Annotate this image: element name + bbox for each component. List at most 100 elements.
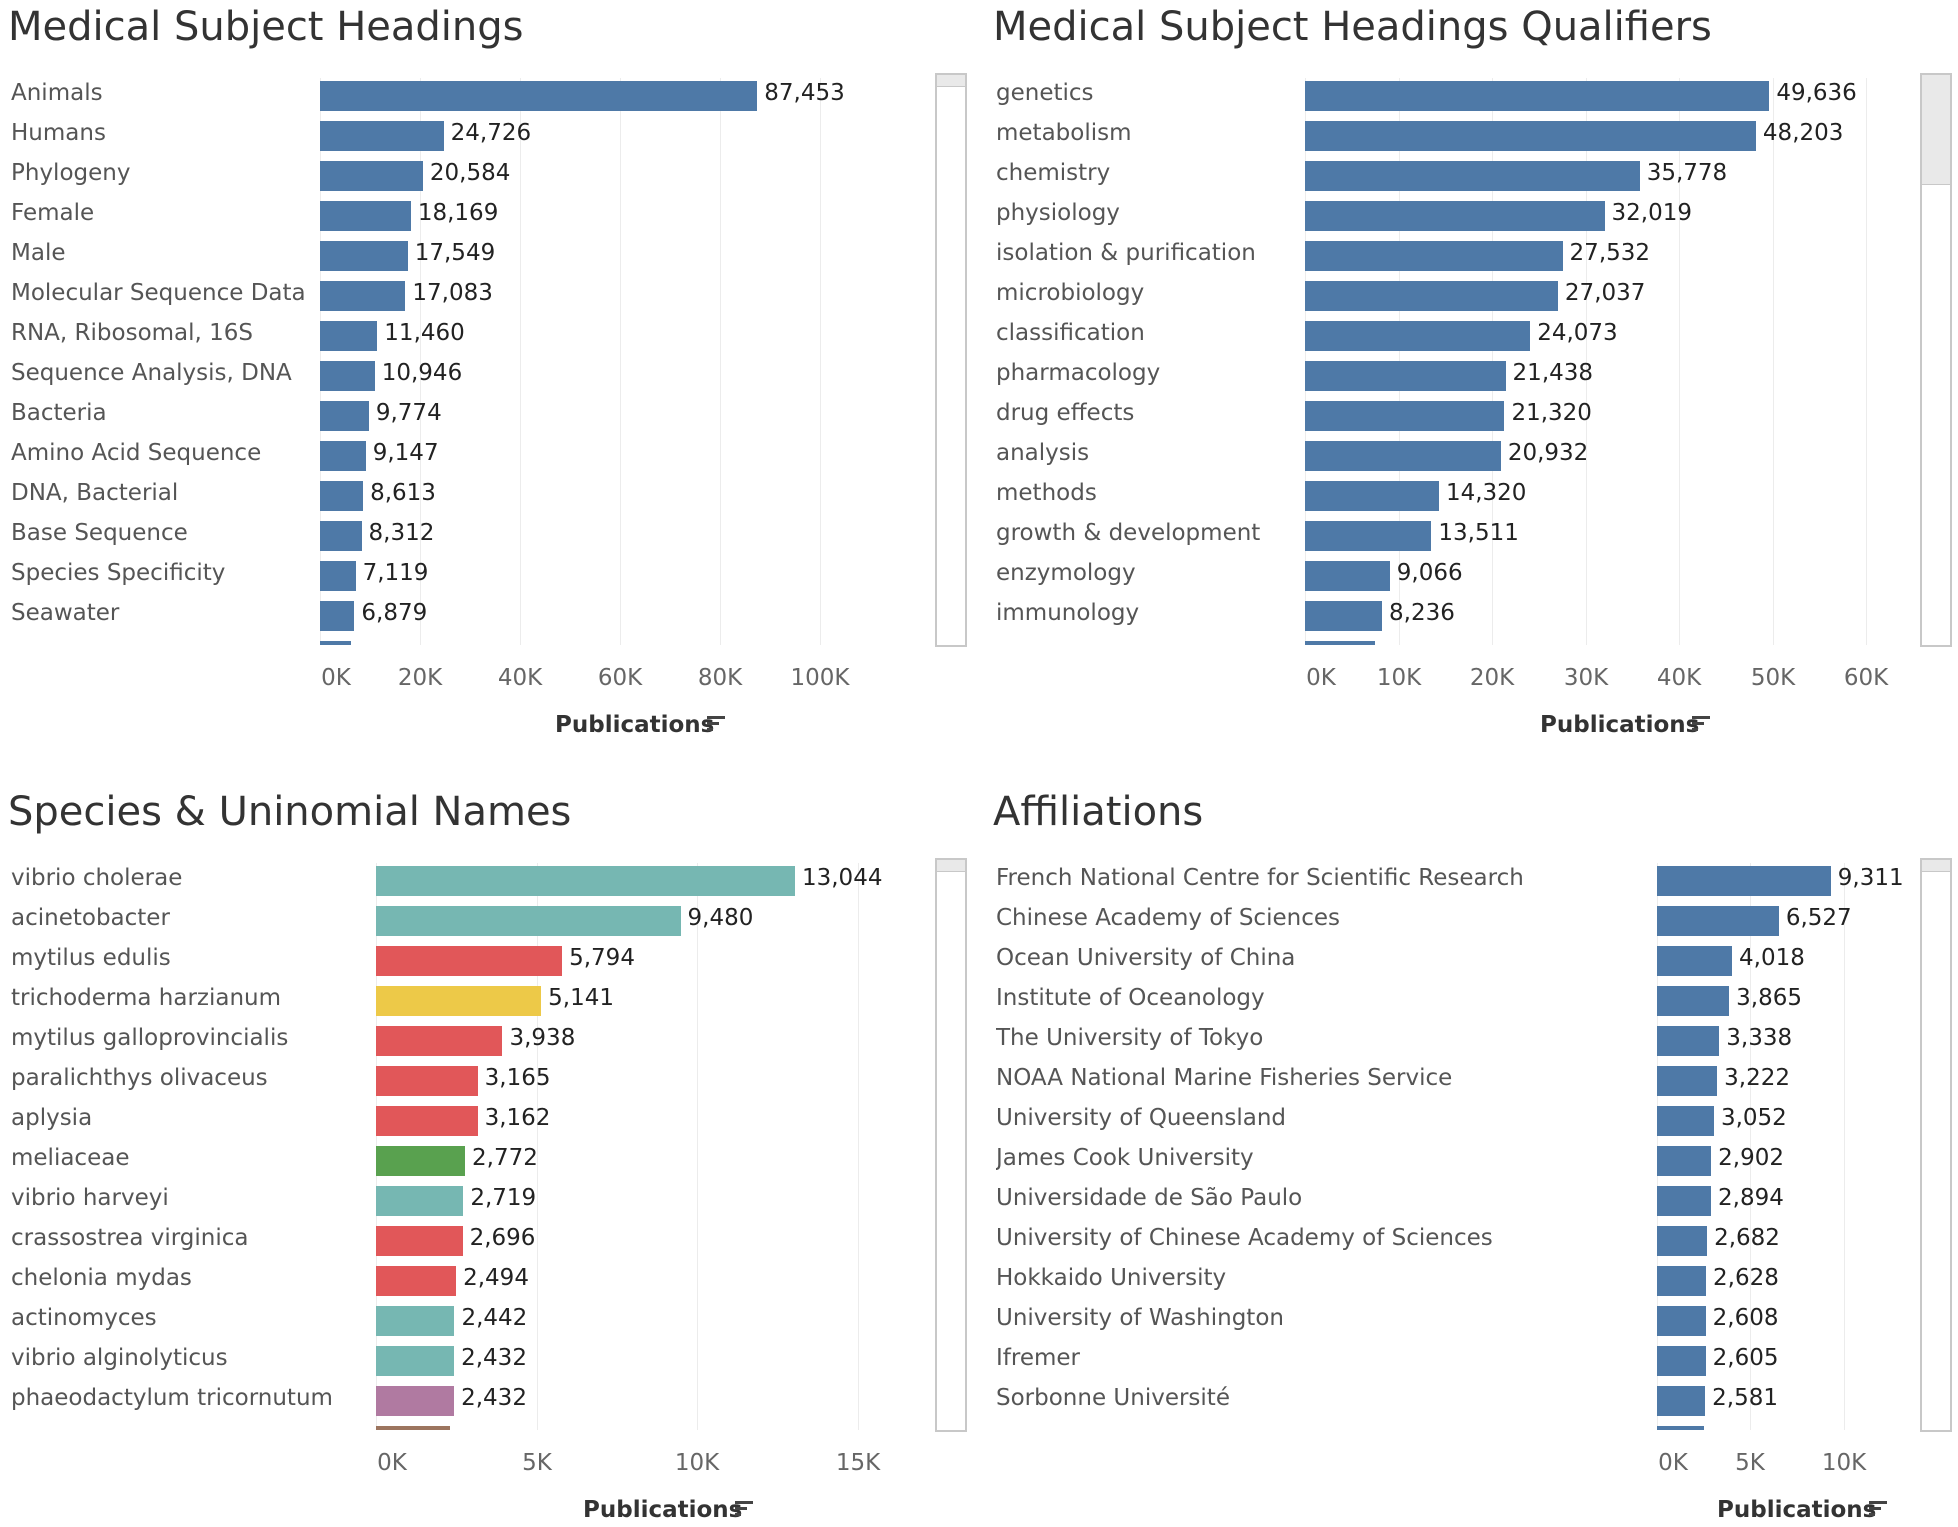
- bar[interactable]: [376, 1346, 455, 1376]
- chart-title: Medical Subject Headings: [8, 4, 524, 50]
- bar[interactable]: [1657, 946, 1732, 976]
- bar[interactable]: [320, 401, 369, 431]
- category-label: Phylogeny: [11, 160, 131, 186]
- bar[interactable]: [320, 81, 758, 111]
- bar[interactable]: [376, 1226, 463, 1256]
- bar-partial[interactable]: [1305, 641, 1376, 645]
- category-label: actinomyces: [11, 1305, 157, 1331]
- bar[interactable]: [1657, 1106, 1714, 1136]
- bar[interactable]: [320, 281, 406, 311]
- data-label: 4,018: [1739, 945, 1805, 971]
- sort-descending-icon[interactable]: [707, 716, 725, 734]
- category-label: aplysia: [11, 1105, 93, 1131]
- bar[interactable]: [376, 866, 795, 896]
- bar[interactable]: [320, 161, 423, 191]
- bar[interactable]: [1305, 561, 1390, 591]
- bar[interactable]: [1657, 1266, 1707, 1296]
- x-tick-label: 5K: [522, 1450, 552, 1476]
- category-label: classification: [996, 320, 1145, 346]
- bar[interactable]: [1305, 321, 1531, 351]
- sort-descending-icon[interactable]: [1692, 716, 1710, 734]
- bar[interactable]: [1305, 161, 1640, 191]
- bar[interactable]: [1657, 1346, 1706, 1376]
- bar[interactable]: [376, 1386, 455, 1416]
- data-label: 3,222: [1724, 1065, 1790, 1091]
- bar[interactable]: [320, 521, 362, 551]
- bar[interactable]: [320, 241, 408, 271]
- vertical-scrollbar[interactable]: [1920, 73, 1952, 647]
- bar[interactable]: [1305, 361, 1506, 391]
- bar[interactable]: [1657, 866, 1831, 896]
- bar-partial[interactable]: [1657, 1426, 1704, 1430]
- bar[interactable]: [1305, 281, 1558, 311]
- bar[interactable]: [1657, 1186, 1712, 1216]
- bar[interactable]: [376, 1306, 455, 1336]
- bar[interactable]: [320, 601, 355, 631]
- bar[interactable]: [1657, 1146, 1712, 1176]
- x-tick-label: 0K: [1306, 665, 1336, 691]
- chart-title: Medical Subject Headings Qualifiers: [993, 4, 1712, 50]
- data-label: 2,432: [461, 1345, 527, 1371]
- bar[interactable]: [1305, 521, 1432, 551]
- bar[interactable]: [1657, 906, 1779, 936]
- gridline: [1750, 863, 1751, 1430]
- sort-descending-icon[interactable]: [1869, 1501, 1887, 1519]
- bar[interactable]: [376, 986, 542, 1016]
- bar-partial[interactable]: [320, 641, 351, 645]
- bar[interactable]: [1305, 441, 1501, 471]
- bar[interactable]: [376, 1146, 466, 1176]
- bar[interactable]: [320, 441, 366, 471]
- bar[interactable]: [320, 561, 356, 591]
- bar[interactable]: [376, 1026, 503, 1056]
- data-label: 2,581: [1712, 1385, 1779, 1411]
- bar[interactable]: [1657, 986, 1730, 1016]
- bar[interactable]: [1657, 1306, 1706, 1336]
- scrollbar-thumb[interactable]: [937, 860, 965, 873]
- bar[interactable]: [376, 1186, 464, 1216]
- bar[interactable]: [1305, 241, 1563, 271]
- bar[interactable]: [376, 946, 563, 976]
- scrollbar-thumb[interactable]: [1922, 75, 1950, 186]
- scrollbar-thumb[interactable]: [1922, 860, 1950, 873]
- bar[interactable]: [1305, 201, 1605, 231]
- bar[interactable]: [1305, 601, 1383, 631]
- category-label: University of Queensland: [996, 1105, 1287, 1131]
- bar[interactable]: [320, 321, 378, 351]
- scrollbar-thumb[interactable]: [937, 75, 965, 88]
- bar[interactable]: [320, 481, 364, 511]
- bar[interactable]: [376, 1266, 457, 1296]
- bar[interactable]: [376, 906, 681, 936]
- data-label: 87,453: [764, 80, 845, 106]
- vertical-scrollbar[interactable]: [935, 858, 967, 1432]
- bar[interactable]: [320, 361, 375, 391]
- category-label: Hokkaido University: [996, 1265, 1227, 1291]
- bar[interactable]: [1657, 1026, 1720, 1056]
- bar[interactable]: [1305, 401, 1505, 431]
- bar[interactable]: [1657, 1226, 1708, 1256]
- bar[interactable]: [1657, 1386, 1706, 1416]
- data-label: 9,311: [1837, 865, 1904, 891]
- vertical-scrollbar[interactable]: [935, 73, 967, 647]
- vertical-scrollbar[interactable]: [1920, 858, 1952, 1432]
- x-tick-label: 60K: [597, 665, 643, 691]
- category-label: meliaceae: [11, 1145, 130, 1171]
- data-label: 49,636: [1776, 80, 1857, 106]
- bar[interactable]: [376, 1106, 478, 1136]
- data-label: 2,608: [1712, 1305, 1779, 1331]
- category-label: DNA, Bacterial: [11, 480, 179, 506]
- bar[interactable]: [1657, 1066, 1718, 1096]
- gridline: [420, 78, 421, 645]
- bar[interactable]: [320, 201, 411, 231]
- bar-partial[interactable]: [376, 1426, 450, 1430]
- sort-descending-icon[interactable]: [735, 1501, 753, 1519]
- bar[interactable]: [320, 121, 444, 151]
- bar[interactable]: [376, 1066, 478, 1096]
- bar[interactable]: [1305, 121, 1756, 151]
- x-tick-label: 40K: [1656, 665, 1702, 691]
- bar[interactable]: [1305, 481, 1439, 511]
- bar[interactable]: [1305, 81, 1770, 111]
- data-label: 2,494: [463, 1265, 529, 1291]
- data-label: 9,147: [372, 440, 439, 466]
- x-tick-label: 50K: [1750, 665, 1796, 691]
- data-label: 6,527: [1785, 905, 1852, 931]
